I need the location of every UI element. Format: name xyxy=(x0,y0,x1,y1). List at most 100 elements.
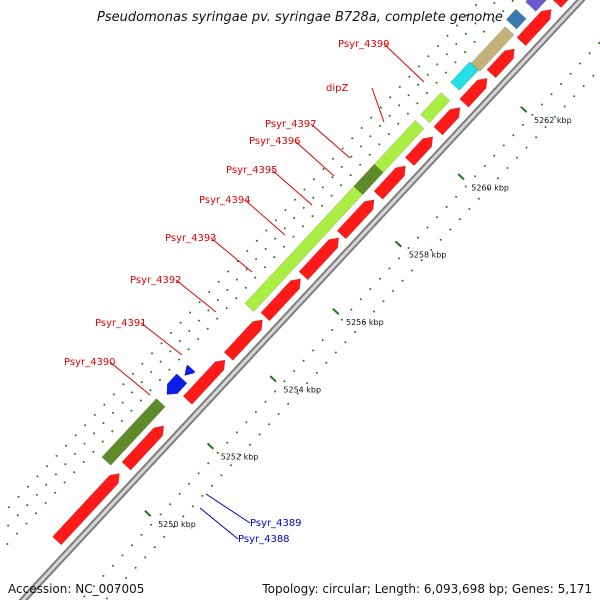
gene-leader-line xyxy=(383,43,425,83)
cds-arrow xyxy=(223,319,263,361)
scale-tick-label: 5258 kbp xyxy=(409,251,447,260)
guide-dot xyxy=(230,464,232,467)
guide-dot xyxy=(544,126,547,128)
guide-dot xyxy=(360,127,363,129)
guide-dot xyxy=(226,288,229,291)
guide-dot xyxy=(455,42,458,45)
guide-dot xyxy=(353,331,356,333)
guide-dot xyxy=(475,4,478,6)
guide-dot xyxy=(111,564,114,567)
guide-dot xyxy=(101,440,104,443)
guide-dot xyxy=(131,391,134,394)
scale-tick-mark xyxy=(269,375,277,383)
guide-dot xyxy=(216,451,219,454)
guide-dot xyxy=(436,216,439,219)
guide-dot xyxy=(312,196,315,199)
feature-bar-green-segment xyxy=(353,163,384,195)
scale-tick-label: 5262 kbp xyxy=(534,116,572,125)
cds-arrow xyxy=(459,77,488,108)
guide-dot xyxy=(287,402,290,405)
scale-tick-label: 5252 kbp xyxy=(221,453,259,462)
guide-dot xyxy=(502,144,505,147)
guide-dot xyxy=(25,522,28,525)
guide-dot xyxy=(350,155,353,158)
guide-dot xyxy=(149,389,152,392)
guide-dot xyxy=(254,410,257,413)
guide-dot xyxy=(445,71,447,74)
guide-dot xyxy=(188,482,191,485)
cds-arrow xyxy=(373,165,406,200)
guide-dot xyxy=(360,145,362,148)
guide-dot xyxy=(430,249,433,251)
guide-dot xyxy=(535,136,538,139)
guide-dot xyxy=(188,329,191,332)
guide-dot xyxy=(588,52,591,55)
guide-dot xyxy=(464,185,467,188)
guide-dot xyxy=(341,147,344,150)
guide-dot xyxy=(349,174,352,177)
guide-dot xyxy=(332,157,335,160)
guide-dot xyxy=(496,177,499,180)
guide-dot xyxy=(159,360,162,363)
guide-dot xyxy=(483,165,486,167)
cds-arrow xyxy=(260,278,301,322)
guide-dot xyxy=(134,566,137,569)
guide-dot xyxy=(197,319,200,322)
guide-dot xyxy=(477,197,480,200)
guide-dot xyxy=(54,473,57,476)
guide-dot xyxy=(274,219,277,222)
guide-dot xyxy=(334,351,337,354)
guide-dot xyxy=(388,114,391,117)
guide-dot xyxy=(244,286,247,289)
guide-dot xyxy=(93,413,96,416)
feature-tracks xyxy=(52,0,569,546)
guide-dot xyxy=(64,463,67,466)
guide-dot xyxy=(449,228,452,231)
guide-dot xyxy=(569,72,572,75)
gene-label: Psyr_4389 xyxy=(250,518,302,529)
guide-dot xyxy=(179,321,182,324)
guide-dot xyxy=(6,543,9,545)
guide-dot xyxy=(315,372,318,374)
cds-arrow xyxy=(52,473,120,546)
guide-dot xyxy=(512,134,515,137)
guide-dot xyxy=(379,124,381,127)
feature-bar-lime-segment xyxy=(420,92,451,124)
guide-dot xyxy=(274,390,276,393)
guide-dot xyxy=(264,400,267,403)
guide-dot xyxy=(170,332,172,334)
scale-tick-mark xyxy=(520,105,528,113)
gene-label: Psyr_4393 xyxy=(165,233,217,244)
guide-dot xyxy=(178,340,181,343)
guide-dot xyxy=(322,168,325,170)
guide-dot xyxy=(112,393,115,396)
guide-dot xyxy=(417,236,419,239)
guide-dot xyxy=(387,133,390,136)
guide-dot xyxy=(115,587,118,590)
guide-dot xyxy=(550,93,553,96)
guide-dot xyxy=(130,409,133,412)
guide-dot xyxy=(141,362,144,365)
guide-dot xyxy=(178,492,181,495)
guide-dot xyxy=(359,298,362,301)
guide-dot xyxy=(7,524,10,527)
guide-dot xyxy=(207,462,210,465)
guide-dot xyxy=(293,217,296,220)
guide-dot xyxy=(416,102,419,105)
guide-dot xyxy=(151,352,153,355)
guide-dot xyxy=(16,514,19,517)
guide-dot xyxy=(65,444,68,447)
guide-dot xyxy=(456,24,458,27)
feature-bar-steel-blue xyxy=(505,8,527,30)
guide-dot xyxy=(17,495,20,498)
guide-dot xyxy=(321,186,324,189)
guide-dot xyxy=(303,188,306,191)
guide-dot xyxy=(189,311,192,314)
guide-dot xyxy=(206,327,209,330)
guide-dot xyxy=(73,452,76,455)
cds-arrow xyxy=(182,359,226,405)
guide-dot xyxy=(426,73,429,76)
gene-label: Psyr_4392 xyxy=(130,275,182,286)
guide-dot xyxy=(106,597,108,600)
